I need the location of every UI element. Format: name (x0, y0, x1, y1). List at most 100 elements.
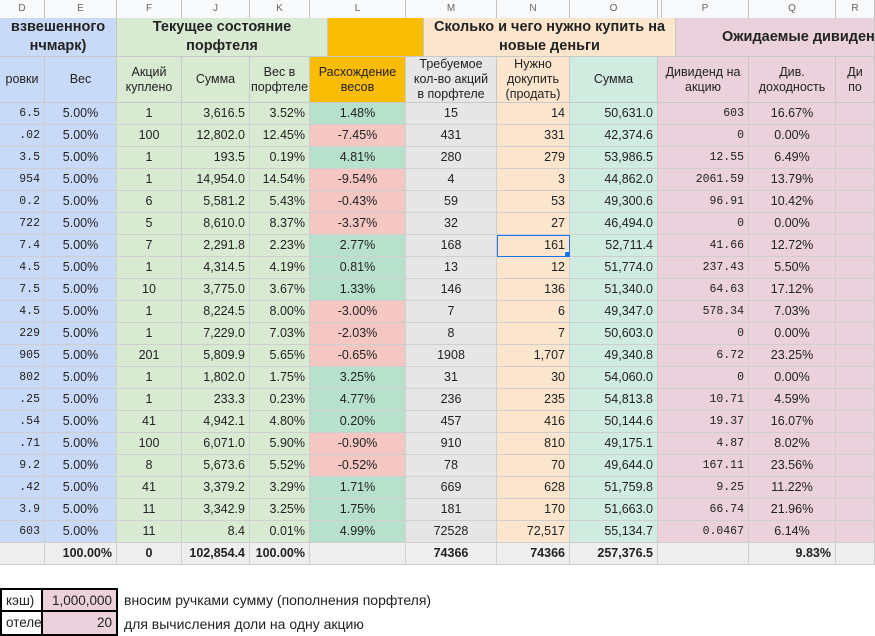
cell-r[interactable]: 16.67% (749, 103, 836, 125)
cell-e[interactable]: 5.00% (45, 147, 117, 169)
cell-j[interactable]: 8,224.5 (182, 301, 250, 323)
cell-o[interactable]: 51,774.0 (570, 257, 658, 279)
cell-r[interactable]: 0.00% (749, 323, 836, 345)
cell-l[interactable]: 1.71% (310, 477, 406, 499)
cell-n[interactable]: 161 (497, 235, 570, 257)
cell-o[interactable]: 44,862.0 (570, 169, 658, 191)
cell-k[interactable]: 3.67% (250, 279, 310, 301)
cell-n[interactable]: 53 (497, 191, 570, 213)
cell-d[interactable]: 3.5 (0, 147, 45, 169)
cell-r[interactable]: 12.72% (749, 235, 836, 257)
cell-q[interactable]: 4.87 (658, 433, 749, 455)
cell-r[interactable]: 0.00% (749, 213, 836, 235)
cell-k[interactable]: 4.80% (250, 411, 310, 433)
cell-o[interactable]: 46,494.0 (570, 213, 658, 235)
cell-q[interactable]: 603 (658, 103, 749, 125)
cell-k[interactable]: 4.19% (250, 257, 310, 279)
cell-f[interactable]: 201 (117, 345, 182, 367)
cell-n[interactable]: 70 (497, 455, 570, 477)
cell-f[interactable]: 7 (117, 235, 182, 257)
cell-n[interactable]: 136 (497, 279, 570, 301)
cell-f[interactable]: 11 (117, 499, 182, 521)
cell-d[interactable]: .02 (0, 125, 45, 147)
cell-l[interactable]: -3.00% (310, 301, 406, 323)
cell-n[interactable]: 1,707 (497, 345, 570, 367)
cell-r[interactable]: 5.50% (749, 257, 836, 279)
cell-e[interactable]: 5.00% (45, 455, 117, 477)
cell-j[interactable]: 5,809.9 (182, 345, 250, 367)
cell-j[interactable]: 4,314.5 (182, 257, 250, 279)
column-letter[interactable]: D (0, 0, 45, 18)
cell-j[interactable]: 1,802.0 (182, 367, 250, 389)
cell-n[interactable]: 279 (497, 147, 570, 169)
cell-o[interactable]: 50,603.0 (570, 323, 658, 345)
cell-d[interactable]: .25 (0, 389, 45, 411)
cell-k[interactable]: 5.52% (250, 455, 310, 477)
cell-f[interactable]: 1 (117, 103, 182, 125)
cell-o[interactable]: 52,711.4 (570, 235, 658, 257)
cell-d[interactable]: 722 (0, 213, 45, 235)
cell-f[interactable]: 1 (117, 323, 182, 345)
column-letter[interactable]: K (250, 0, 310, 18)
cell-o[interactable]: 51,759.8 (570, 477, 658, 499)
cell-q[interactable]: 0 (658, 367, 749, 389)
cell-m[interactable]: 669 (406, 477, 497, 499)
cell-s[interactable] (836, 169, 875, 191)
cell-m[interactable]: 910 (406, 433, 497, 455)
cell-d[interactable]: 954 (0, 169, 45, 191)
column-letter[interactable]: P (662, 0, 749, 18)
cell-d[interactable]: 4.5 (0, 301, 45, 323)
cell-s[interactable] (836, 455, 875, 477)
cell-f[interactable]: 100 (117, 433, 182, 455)
cell-q[interactable]: 66.74 (658, 499, 749, 521)
cell-o[interactable]: 49,347.0 (570, 301, 658, 323)
header-cell[interactable]: Див. доходность (749, 57, 836, 103)
cell-m[interactable]: 13 (406, 257, 497, 279)
cell-q[interactable]: 0 (658, 323, 749, 345)
cell-k[interactable]: 0.01% (250, 521, 310, 543)
total-n[interactable]: 74366 (497, 543, 570, 565)
header-cell[interactable]: Сумма (182, 57, 250, 103)
cell-j[interactable]: 14,954.0 (182, 169, 250, 191)
cell-d[interactable]: 7.4 (0, 235, 45, 257)
cell-n[interactable]: 810 (497, 433, 570, 455)
cell-n[interactable]: 27 (497, 213, 570, 235)
cell-d[interactable]: 905 (0, 345, 45, 367)
cell-e[interactable]: 5.00% (45, 235, 117, 257)
cell-q[interactable]: 0 (658, 213, 749, 235)
column-letter[interactable]: L (310, 0, 406, 18)
cell-q[interactable]: 96.91 (658, 191, 749, 213)
cell-n[interactable]: 72,517 (497, 521, 570, 543)
cell-s[interactable] (836, 147, 875, 169)
cell-j[interactable]: 2,291.8 (182, 235, 250, 257)
cell-l[interactable]: 4.81% (310, 147, 406, 169)
cell-o[interactable]: 42,374.6 (570, 125, 658, 147)
header-cell[interactable]: Расхождение весов (310, 57, 406, 103)
cell-n[interactable]: 170 (497, 499, 570, 521)
cell-e[interactable]: 5.00% (45, 125, 117, 147)
cell-s[interactable] (836, 103, 875, 125)
cell-f[interactable]: 10 (117, 279, 182, 301)
cell-q[interactable]: 64.63 (658, 279, 749, 301)
cell-o[interactable]: 53,986.5 (570, 147, 658, 169)
cell-f[interactable]: 8 (117, 455, 182, 477)
cell-r[interactable]: 6.49% (749, 147, 836, 169)
cell-m[interactable]: 4 (406, 169, 497, 191)
cell-k[interactable]: 12.45% (250, 125, 310, 147)
cell-j[interactable]: 3,379.2 (182, 477, 250, 499)
cell-k[interactable]: 7.03% (250, 323, 310, 345)
cell-q[interactable]: 2061.59 (658, 169, 749, 191)
cell-d[interactable]: 603 (0, 521, 45, 543)
cell-f[interactable]: 1 (117, 257, 182, 279)
cell-l[interactable]: -0.90% (310, 433, 406, 455)
cell-q[interactable]: 9.25 (658, 477, 749, 499)
cell-l[interactable]: 0.81% (310, 257, 406, 279)
cell-d[interactable]: 0.2 (0, 191, 45, 213)
cell-s[interactable] (836, 477, 875, 499)
cell-m[interactable]: 280 (406, 147, 497, 169)
cell-n[interactable]: 3 (497, 169, 570, 191)
cell-q[interactable]: 6.72 (658, 345, 749, 367)
cell-q[interactable]: 167.11 (658, 455, 749, 477)
cell-s[interactable] (836, 323, 875, 345)
cell-q[interactable]: 578.34 (658, 301, 749, 323)
